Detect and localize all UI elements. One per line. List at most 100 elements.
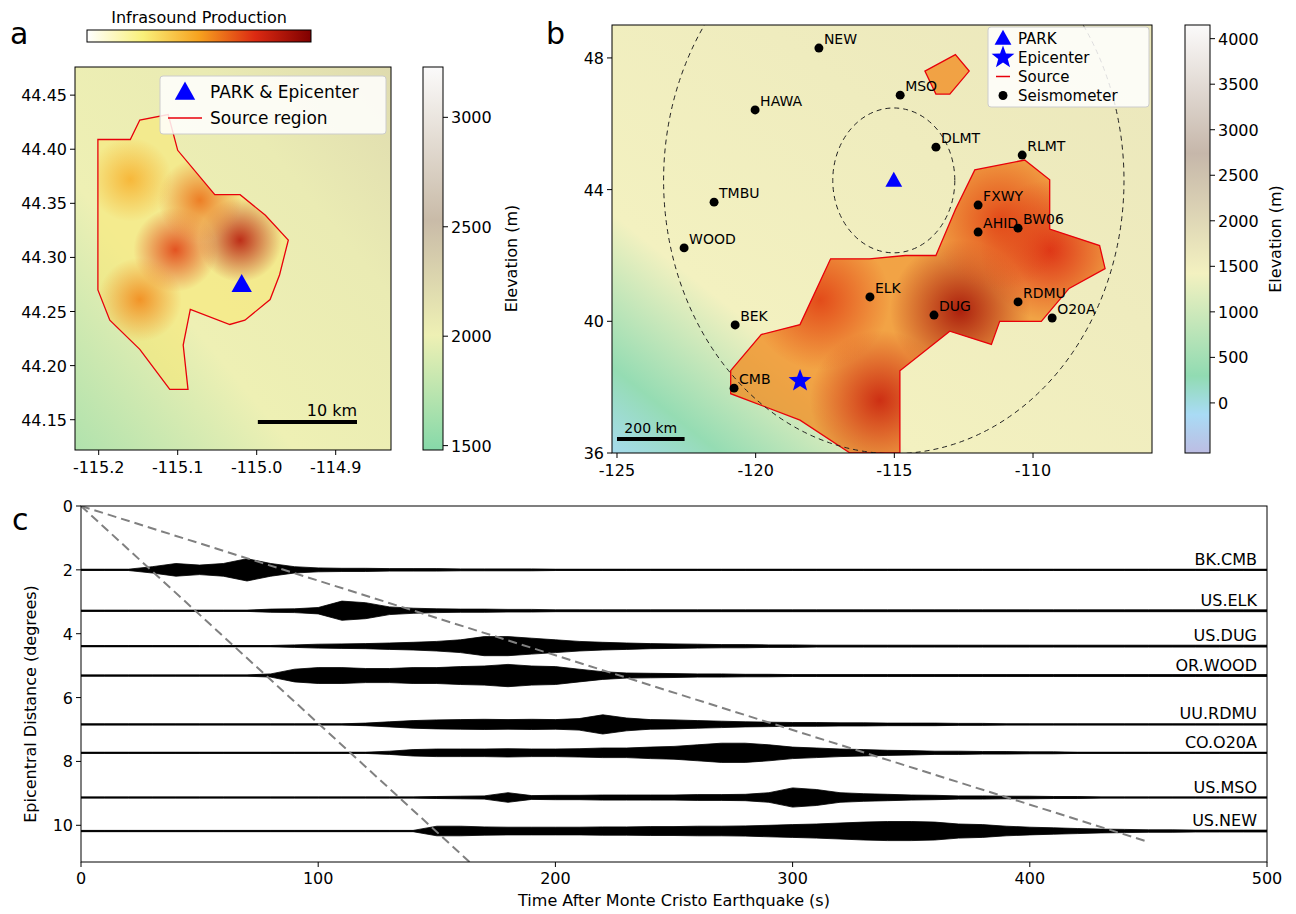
range-circle [664, 25, 1124, 453]
y-tick [76, 506, 81, 507]
colorbar-tick-label: 2000 [1218, 212, 1259, 231]
trace-label: UU.RDMU [1180, 704, 1257, 723]
point-circle [974, 201, 983, 210]
scale-bar-label: 200 km [624, 420, 677, 436]
y-tick [607, 57, 612, 58]
frame [612, 25, 1152, 453]
trace-label: US.NEW [1192, 811, 1257, 830]
colorbar-tick [443, 336, 448, 337]
station-label: DLMT [941, 130, 981, 146]
colorbar-tick [1210, 129, 1215, 130]
x-tick-label: 400 [1015, 869, 1046, 888]
source-region [731, 55, 1105, 453]
production-peak [750, 230, 890, 370]
legend-box [160, 76, 386, 134]
y-tick-label: 8 [63, 752, 73, 771]
point-circle [974, 228, 983, 237]
point-circle [751, 105, 760, 114]
colorbar-tick [443, 445, 448, 446]
y-tick [70, 203, 75, 204]
x-tick-label: -120 [738, 461, 774, 480]
point-circle [1014, 297, 1023, 306]
colorbar [1185, 25, 1210, 453]
colorbar-tick-label: 1500 [451, 437, 492, 456]
x-tick-label: -125 [599, 461, 635, 480]
panel-letter: b [546, 16, 565, 51]
colorbar-tick-label: 500 [1218, 348, 1249, 367]
production-layer [88, 138, 282, 342]
figure: Infrasound Production-115.2-115.1-115.0-… [0, 0, 1296, 914]
terrain [75, 67, 391, 450]
point-circle [710, 198, 719, 207]
y-tick-label: 10 [53, 816, 73, 835]
colorbar-label: Elevation (m) [1266, 185, 1285, 292]
point-circle [730, 384, 739, 393]
legend-symbol [992, 46, 1015, 68]
y-tick [76, 697, 81, 698]
traces [81, 506, 1267, 862]
station-label: TMBU [718, 185, 759, 201]
colorbar-tick [1210, 220, 1215, 221]
x-tick-label: 500 [1252, 869, 1283, 888]
colorbar-tick [1210, 38, 1215, 39]
y-tick [76, 569, 81, 570]
map-layer [88, 115, 288, 390]
y-tick-label: 6 [63, 689, 73, 708]
x-tick-label: 300 [777, 869, 808, 888]
point-circle [1048, 314, 1057, 323]
y-tick-label: 44.35 [21, 194, 67, 213]
legend-label: Source [1018, 68, 1070, 86]
point-triangle [231, 274, 251, 292]
trace-envelope [81, 601, 1267, 620]
colorbar-tick-label: 2500 [1218, 166, 1259, 185]
trace-labels: BK.CMBUS.ELKUS.DUGOR.WOODUU.RDMUCO.O20AU… [1175, 550, 1257, 830]
trace-label: US.ELK [1201, 591, 1258, 610]
station-label: DUG [939, 298, 971, 314]
colorbar-tick [1210, 175, 1215, 176]
legend-box [988, 27, 1149, 107]
production-peak [88, 138, 172, 222]
trace-envelope [81, 637, 1267, 656]
production-layer [750, 150, 1120, 453]
colorbar-tick-label: 3500 [1218, 75, 1259, 94]
colorbar [423, 67, 443, 450]
station-label: RLMT [1027, 138, 1066, 154]
colorbar-label: Infrasound Production [111, 8, 287, 27]
station-label: WOOD [689, 231, 736, 247]
x-tick-label: -110 [1015, 461, 1051, 480]
station-label: RDMU [1023, 285, 1066, 301]
point-circle [931, 143, 940, 152]
colorbar-tick-label: 3000 [1218, 121, 1259, 140]
colorbar-tick-label: 1000 [1218, 303, 1259, 322]
reference-line [81, 506, 1146, 841]
map-layer [664, 25, 1124, 453]
station-label: HAWA [760, 93, 802, 109]
y-tick [607, 321, 612, 322]
colorbar-tick [1210, 311, 1215, 312]
source-outline [731, 55, 1105, 453]
y-tick [607, 189, 612, 190]
trace-label: US.MSO [1193, 778, 1257, 797]
station-label: BEK [740, 308, 768, 324]
trace-label: BK.CMB [1194, 550, 1257, 569]
x-tick [894, 453, 895, 458]
colorbar-tick [443, 226, 448, 227]
colorbar [87, 30, 311, 42]
point-circle [814, 44, 823, 53]
y-tick [607, 453, 612, 454]
scale-bar [617, 437, 685, 441]
y-tick [70, 311, 75, 312]
x-axis-title: Time After Monte Cristo Earthquake (s) [517, 891, 830, 910]
legend-symbol [999, 91, 1008, 100]
y-tick-label: 44.30 [21, 248, 67, 267]
point-triangle [885, 172, 902, 187]
x-tick [81, 862, 82, 867]
x-tick [555, 862, 556, 867]
x-tick-label: -114.9 [310, 458, 362, 477]
y-tick [70, 365, 75, 366]
y-tick-label: 0 [63, 497, 73, 516]
y-tick-label: 4 [63, 625, 73, 644]
x-tick [1029, 862, 1030, 867]
frame [75, 67, 391, 450]
x-tick [256, 450, 257, 455]
